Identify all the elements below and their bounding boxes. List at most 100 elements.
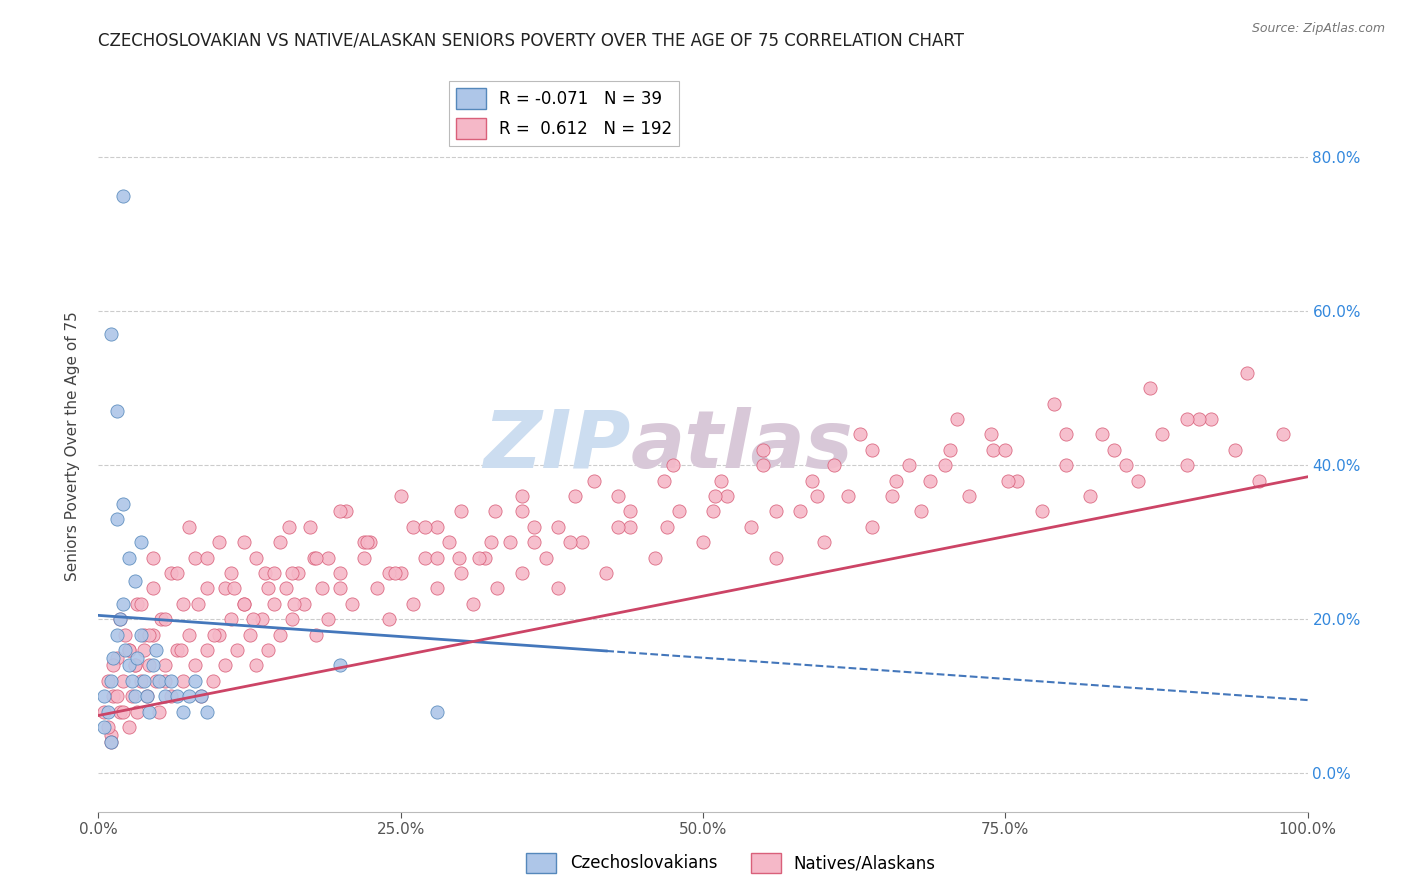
Point — [195, 643, 218, 657]
Point — [1115, 458, 1137, 473]
Point — [860, 442, 883, 457]
Point — [426, 550, 449, 565]
Point — [118, 720, 141, 734]
Point — [510, 566, 533, 580]
Point — [166, 566, 188, 580]
Point — [129, 597, 152, 611]
Point — [644, 550, 666, 565]
Point — [710, 474, 733, 488]
Point — [135, 690, 157, 704]
Point — [305, 550, 328, 565]
Point — [752, 458, 775, 473]
Point — [187, 597, 209, 611]
Point — [100, 728, 122, 742]
Point — [160, 673, 183, 688]
Point — [232, 597, 254, 611]
Point — [402, 597, 425, 611]
Point — [342, 597, 364, 611]
Point — [134, 627, 156, 641]
Point — [1139, 381, 1161, 395]
Point — [849, 427, 872, 442]
Point — [100, 673, 122, 688]
Point — [108, 612, 131, 626]
Point — [114, 627, 136, 641]
Point — [1223, 442, 1246, 457]
Point — [938, 442, 960, 457]
Point — [980, 427, 1002, 442]
Point — [1175, 412, 1198, 426]
Legend: R = -0.071   N = 39, R =  0.612   N = 192: R = -0.071 N = 39, R = 0.612 N = 192 — [449, 81, 679, 145]
Point — [142, 550, 165, 565]
Point — [607, 520, 630, 534]
Point — [153, 612, 176, 626]
Point — [127, 650, 149, 665]
Point — [221, 566, 243, 580]
Point — [413, 520, 436, 534]
Point — [114, 643, 136, 657]
Point — [353, 535, 375, 549]
Point — [145, 643, 167, 657]
Point — [135, 690, 157, 704]
Point — [150, 612, 173, 626]
Point — [1102, 442, 1125, 457]
Point — [702, 504, 724, 518]
Point — [278, 520, 301, 534]
Point — [105, 627, 128, 641]
Point — [129, 535, 152, 549]
Point — [523, 535, 546, 549]
Point — [129, 627, 152, 641]
Point — [118, 643, 141, 657]
Point — [740, 520, 762, 534]
Point — [138, 705, 160, 719]
Point — [222, 582, 245, 596]
Point — [1078, 489, 1101, 503]
Point — [716, 489, 738, 503]
Point — [179, 520, 201, 534]
Point — [172, 597, 194, 611]
Point — [105, 650, 128, 665]
Point — [111, 597, 134, 611]
Point — [498, 535, 520, 549]
Point — [353, 550, 375, 565]
Point — [108, 612, 131, 626]
Point — [946, 412, 969, 426]
Point — [957, 489, 980, 503]
Point — [437, 535, 460, 549]
Point — [100, 735, 122, 749]
Text: ZIP: ZIP — [484, 407, 630, 485]
Point — [101, 690, 124, 704]
Point — [97, 705, 120, 719]
Point — [245, 550, 267, 565]
Point — [823, 458, 845, 473]
Point — [142, 582, 165, 596]
Point — [190, 690, 212, 704]
Point — [172, 673, 194, 688]
Point — [1152, 427, 1174, 442]
Point — [789, 504, 811, 518]
Point — [208, 627, 231, 641]
Point — [101, 650, 124, 665]
Point — [124, 690, 146, 704]
Point — [138, 658, 160, 673]
Point — [316, 550, 339, 565]
Legend: Czechoslovakians, Natives/Alaskans: Czechoslovakians, Natives/Alaskans — [520, 847, 942, 880]
Point — [474, 550, 496, 565]
Point — [523, 520, 546, 534]
Point — [166, 643, 188, 657]
Point — [287, 566, 309, 580]
Point — [360, 535, 382, 549]
Point — [692, 535, 714, 549]
Point — [226, 643, 249, 657]
Point — [329, 504, 352, 518]
Point — [242, 612, 264, 626]
Point — [232, 597, 254, 611]
Point — [127, 705, 149, 719]
Point — [910, 504, 932, 518]
Point — [384, 566, 406, 580]
Point — [426, 705, 449, 719]
Point — [195, 550, 218, 565]
Point — [105, 512, 128, 526]
Point — [108, 705, 131, 719]
Point — [118, 658, 141, 673]
Point — [1236, 366, 1258, 380]
